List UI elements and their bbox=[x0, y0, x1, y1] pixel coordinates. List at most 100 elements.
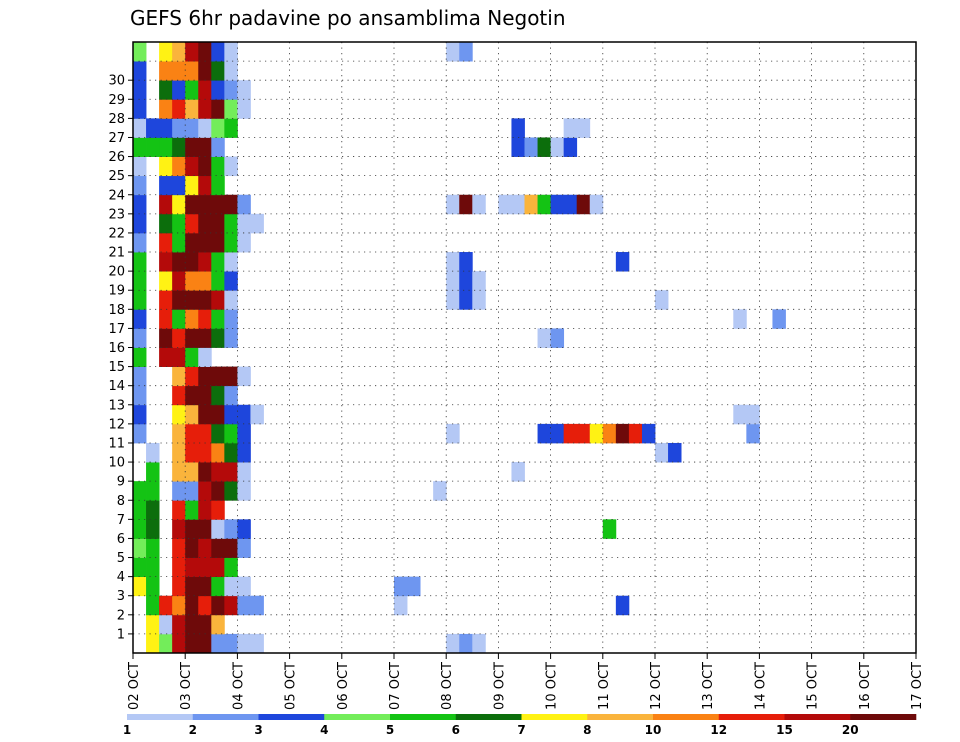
heatmap-cell bbox=[146, 500, 160, 520]
y-tick-label: 5 bbox=[117, 551, 125, 566]
heatmap-cell bbox=[198, 462, 212, 482]
colorbar-label: 5 bbox=[386, 723, 394, 737]
heatmap-cell bbox=[146, 481, 160, 501]
heatmap-cell bbox=[185, 156, 199, 177]
y-tick-label: 21 bbox=[108, 246, 125, 261]
heatmap-cell bbox=[237, 404, 251, 425]
heatmap-cell bbox=[224, 61, 238, 81]
heatmap-cell bbox=[159, 232, 173, 253]
chart-title: GEFS 6hr padavine po ansamblima Negotin bbox=[130, 6, 566, 30]
heatmap-cell bbox=[172, 194, 186, 215]
heatmap-cell bbox=[159, 175, 173, 196]
heatmap-cell bbox=[198, 194, 212, 215]
heatmap-cell bbox=[576, 118, 591, 138]
heatmap-cell bbox=[172, 99, 186, 119]
heatmap-cell bbox=[537, 328, 551, 348]
heatmap-cell bbox=[159, 328, 173, 348]
heatmap-cell bbox=[185, 213, 199, 234]
heatmap-cell bbox=[446, 252, 460, 272]
heatmap-cell bbox=[224, 442, 238, 463]
heatmap-cell bbox=[198, 519, 212, 539]
heatmap-cell bbox=[224, 252, 238, 272]
y-tick-label: 23 bbox=[108, 207, 125, 222]
heatmap-cell bbox=[459, 633, 473, 654]
heatmap-cell bbox=[172, 213, 186, 234]
x-tick-label: 14 OCT bbox=[753, 662, 768, 710]
y-tick-label: 8 bbox=[117, 494, 125, 509]
x-tick-label: 09 OCT bbox=[492, 662, 507, 710]
heatmap-cell bbox=[198, 442, 212, 463]
grid-lines bbox=[133, 42, 916, 653]
heatmap-cell bbox=[185, 309, 199, 329]
heatmap-cell bbox=[146, 137, 160, 157]
heatmap-cell bbox=[224, 232, 238, 253]
heatmap-cell bbox=[159, 194, 173, 215]
heatmap-cell bbox=[472, 290, 486, 310]
heatmap-cell bbox=[224, 519, 238, 539]
heatmap-cell bbox=[655, 290, 669, 310]
colorbar-swatch bbox=[390, 714, 457, 720]
heatmap-cell bbox=[224, 423, 238, 444]
heatmap-cell bbox=[185, 328, 199, 348]
heatmap-cell bbox=[211, 61, 225, 81]
heatmap-cell bbox=[133, 309, 147, 329]
heatmap-cell bbox=[211, 309, 225, 329]
heatmap-cell bbox=[172, 328, 186, 348]
heatmap-cell bbox=[211, 271, 225, 291]
y-tick-label: 10 bbox=[108, 456, 125, 471]
heatmap-cell bbox=[159, 118, 173, 138]
heatmap-cell bbox=[172, 366, 186, 387]
heatmap-cell bbox=[472, 194, 486, 215]
heatmap-cell bbox=[133, 232, 147, 253]
heatmap-cell bbox=[537, 194, 551, 215]
heatmap-cell bbox=[185, 194, 199, 215]
colorbar-label: 7 bbox=[517, 723, 525, 737]
heatmap-cell bbox=[185, 137, 199, 157]
heatmap-cell bbox=[133, 213, 147, 234]
heatmap-cell bbox=[537, 423, 551, 444]
heatmap-cell bbox=[237, 423, 251, 444]
heatmap-cell bbox=[198, 481, 212, 501]
heatmap-cell bbox=[185, 118, 199, 138]
colorbar-label: 1 bbox=[123, 723, 131, 737]
heatmap-cell bbox=[211, 462, 225, 482]
heatmap-cell bbox=[159, 252, 173, 272]
heatmap-cell bbox=[224, 328, 238, 348]
heatmap-cell bbox=[133, 99, 147, 119]
heatmap-cell bbox=[133, 557, 147, 578]
colorbar-swatch bbox=[521, 714, 588, 720]
heatmap-cell bbox=[198, 557, 212, 578]
x-tick-label: 07 OCT bbox=[388, 662, 403, 710]
heatmap-cell bbox=[224, 290, 238, 310]
heatmap-cell bbox=[446, 633, 460, 654]
heatmap-cell bbox=[668, 442, 682, 463]
heatmap-cell bbox=[224, 271, 238, 291]
heatmap-cell bbox=[198, 576, 212, 597]
heatmap-cell bbox=[237, 442, 251, 463]
heatmap-cell bbox=[172, 290, 186, 310]
heatmap-cell bbox=[185, 481, 199, 501]
heatmap-cell bbox=[746, 423, 760, 444]
heatmap-cell bbox=[185, 99, 199, 119]
heatmap-cell bbox=[198, 175, 212, 196]
heatmap-cell bbox=[615, 252, 630, 272]
heatmap-cell bbox=[224, 99, 238, 119]
heatmap-cell bbox=[185, 462, 199, 482]
heatmap-cell bbox=[224, 481, 238, 501]
heatmap-cell bbox=[159, 614, 173, 635]
x-tick-label: 03 OCT bbox=[179, 662, 194, 710]
y-tick-label: 29 bbox=[108, 93, 125, 108]
heatmap-cell bbox=[237, 462, 251, 482]
heatmap-cell bbox=[198, 80, 212, 100]
colorbar: 1 2 3 4 5 6 7 8 10 12 15 20 bbox=[123, 714, 917, 737]
heatmap-cell bbox=[211, 481, 225, 501]
heatmap-cell bbox=[250, 595, 264, 616]
colorbar-label: 8 bbox=[583, 723, 591, 737]
heatmap-cell bbox=[198, 538, 212, 558]
heatmap-cell bbox=[224, 118, 238, 138]
heatmap-cell bbox=[172, 385, 186, 406]
heatmap-cell bbox=[172, 271, 186, 291]
heatmap-cell bbox=[185, 290, 199, 310]
heatmap-cell bbox=[198, 614, 212, 635]
heatmap-cell bbox=[185, 61, 199, 81]
